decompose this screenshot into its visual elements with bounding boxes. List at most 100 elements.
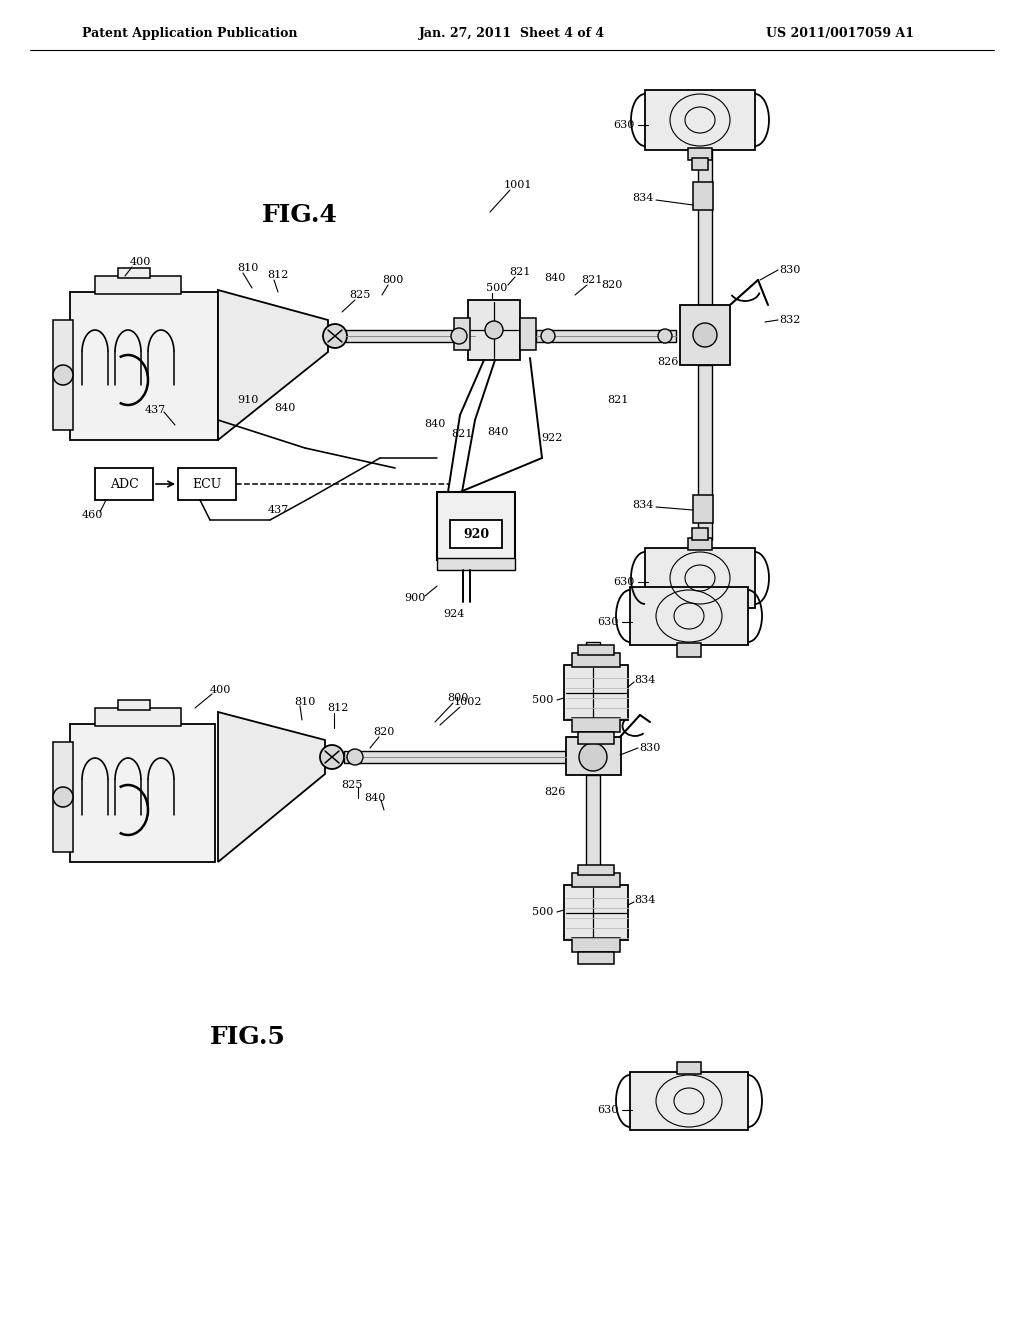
Text: 900: 900 xyxy=(404,593,426,603)
Text: 840: 840 xyxy=(274,403,296,413)
Bar xyxy=(536,330,676,342)
Text: 500: 500 xyxy=(486,282,508,293)
Text: 840: 840 xyxy=(365,793,386,803)
Text: FIG.4: FIG.4 xyxy=(262,203,338,227)
Bar xyxy=(178,469,236,500)
Text: 821: 821 xyxy=(452,429,473,440)
Text: 812: 812 xyxy=(267,271,289,280)
Bar xyxy=(586,642,600,737)
Bar xyxy=(53,319,73,430)
Bar xyxy=(450,520,502,548)
Bar xyxy=(454,318,470,350)
Text: US 2011/0017059 A1: US 2011/0017059 A1 xyxy=(766,26,914,40)
Bar xyxy=(630,1072,748,1130)
Polygon shape xyxy=(218,711,325,862)
Bar xyxy=(572,939,620,952)
Text: 840: 840 xyxy=(424,418,445,429)
Text: 630: 630 xyxy=(613,120,635,129)
Text: 800: 800 xyxy=(382,275,403,285)
Bar xyxy=(118,268,150,279)
Text: 840: 840 xyxy=(545,273,565,282)
Bar xyxy=(578,865,614,875)
Bar xyxy=(95,469,153,500)
Text: 825: 825 xyxy=(349,290,371,300)
Circle shape xyxy=(658,329,672,343)
Text: 1002: 1002 xyxy=(454,697,482,708)
Bar xyxy=(70,723,215,862)
Bar xyxy=(578,645,614,655)
Text: 825: 825 xyxy=(341,780,362,789)
Circle shape xyxy=(451,327,467,345)
Text: 500: 500 xyxy=(532,696,554,705)
Text: 630: 630 xyxy=(613,577,635,587)
Text: Jan. 27, 2011  Sheet 4 of 4: Jan. 27, 2011 Sheet 4 of 4 xyxy=(419,26,605,40)
Text: 812: 812 xyxy=(328,704,349,713)
Bar xyxy=(118,700,150,710)
Text: 830: 830 xyxy=(639,743,660,752)
Bar xyxy=(95,276,181,294)
Bar xyxy=(692,528,708,540)
Bar xyxy=(586,775,600,875)
Polygon shape xyxy=(218,290,328,440)
Bar xyxy=(677,1063,701,1074)
Bar xyxy=(645,548,755,609)
Text: 840: 840 xyxy=(487,426,509,437)
Text: 910: 910 xyxy=(238,395,259,405)
Text: 437: 437 xyxy=(267,506,289,515)
Bar xyxy=(677,643,701,657)
Bar xyxy=(688,148,712,160)
Text: 834: 834 xyxy=(632,500,653,510)
Text: 821: 821 xyxy=(509,267,530,277)
Text: 834: 834 xyxy=(634,895,655,906)
Bar xyxy=(95,708,181,726)
Bar xyxy=(564,665,628,719)
Text: 1001: 1001 xyxy=(504,180,532,190)
Text: 437: 437 xyxy=(144,405,166,414)
Bar xyxy=(70,292,218,440)
Text: 400: 400 xyxy=(209,685,230,696)
Circle shape xyxy=(579,743,607,771)
Text: 400: 400 xyxy=(129,257,151,267)
Text: 800: 800 xyxy=(447,693,469,704)
Bar xyxy=(572,873,620,887)
Bar xyxy=(344,751,566,763)
Circle shape xyxy=(541,329,555,343)
Bar xyxy=(520,318,536,350)
Circle shape xyxy=(347,748,362,766)
Text: ADC: ADC xyxy=(110,478,138,491)
Bar xyxy=(680,305,730,366)
Text: 834: 834 xyxy=(632,193,653,203)
Circle shape xyxy=(485,321,503,339)
Circle shape xyxy=(53,366,73,385)
Bar xyxy=(578,733,614,744)
Bar xyxy=(566,737,621,775)
Text: 922: 922 xyxy=(542,433,562,444)
Bar xyxy=(578,952,614,964)
Bar xyxy=(693,495,713,523)
Circle shape xyxy=(319,744,344,770)
Bar xyxy=(437,492,515,560)
Bar xyxy=(468,300,520,360)
Text: ECU: ECU xyxy=(193,478,221,491)
Bar xyxy=(698,366,712,540)
Text: 820: 820 xyxy=(601,280,623,290)
Text: 810: 810 xyxy=(238,263,259,273)
Bar xyxy=(53,742,73,851)
Text: 460: 460 xyxy=(81,510,102,520)
Text: 500: 500 xyxy=(532,907,554,917)
Bar xyxy=(437,558,515,570)
Text: FIG.5: FIG.5 xyxy=(210,1026,286,1049)
Text: 821: 821 xyxy=(582,275,603,285)
Text: 832: 832 xyxy=(779,315,801,325)
Bar xyxy=(564,884,628,940)
Bar xyxy=(645,90,755,150)
Text: 810: 810 xyxy=(294,697,315,708)
Circle shape xyxy=(693,323,717,347)
Bar xyxy=(693,182,713,210)
Text: 830: 830 xyxy=(779,265,801,275)
Bar xyxy=(688,539,712,550)
Text: 630: 630 xyxy=(597,1105,618,1115)
Text: 924: 924 xyxy=(443,609,465,619)
Bar xyxy=(692,158,708,170)
Bar xyxy=(630,587,748,645)
